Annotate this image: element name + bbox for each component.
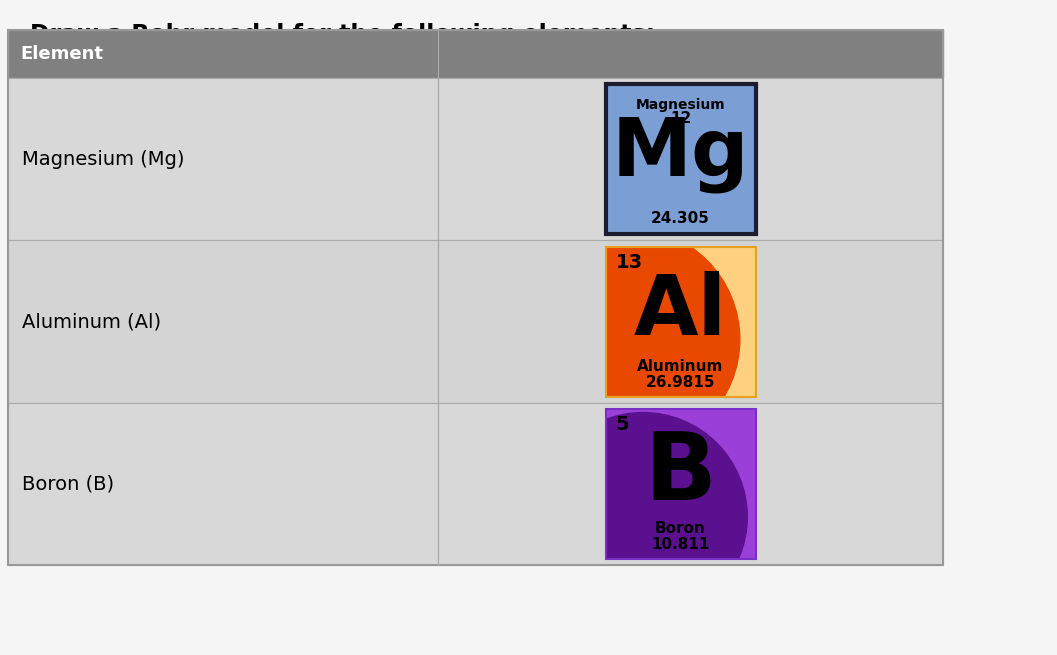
Text: Mg: Mg bbox=[612, 115, 749, 193]
Circle shape bbox=[538, 412, 748, 622]
Circle shape bbox=[516, 227, 741, 452]
Bar bbox=[8, 30, 943, 565]
Text: 12: 12 bbox=[670, 111, 691, 126]
Bar bbox=[8, 30, 943, 78]
Text: Draw a Bohr model for the following elements:: Draw a Bohr model for the following elem… bbox=[30, 23, 655, 47]
Text: B: B bbox=[645, 428, 717, 520]
Bar bbox=[606, 246, 756, 396]
Text: Al: Al bbox=[634, 271, 727, 352]
Text: 5: 5 bbox=[615, 415, 629, 434]
Bar bbox=[438, 240, 943, 403]
Text: 10.811: 10.811 bbox=[651, 537, 709, 552]
Bar bbox=[8, 403, 438, 565]
Text: 13: 13 bbox=[615, 253, 643, 272]
Text: Aluminum (Al): Aluminum (Al) bbox=[22, 312, 161, 331]
Bar bbox=[438, 403, 943, 565]
Bar bbox=[606, 246, 756, 396]
Bar bbox=[606, 409, 756, 559]
Bar bbox=[606, 84, 756, 234]
Text: Aluminum: Aluminum bbox=[637, 359, 724, 374]
Bar bbox=[8, 78, 438, 240]
Text: Element: Element bbox=[20, 45, 103, 63]
Bar bbox=[606, 409, 756, 559]
Text: 24.305: 24.305 bbox=[651, 211, 710, 226]
Text: Boron (B): Boron (B) bbox=[22, 474, 114, 493]
Text: Boron: Boron bbox=[655, 521, 706, 536]
Text: Magnesium (Mg): Magnesium (Mg) bbox=[22, 149, 185, 169]
Bar bbox=[8, 240, 438, 403]
Text: Magnesium: Magnesium bbox=[635, 98, 725, 112]
Text: 26.9815: 26.9815 bbox=[646, 375, 716, 390]
Bar bbox=[438, 78, 943, 240]
Bar bbox=[606, 246, 756, 396]
